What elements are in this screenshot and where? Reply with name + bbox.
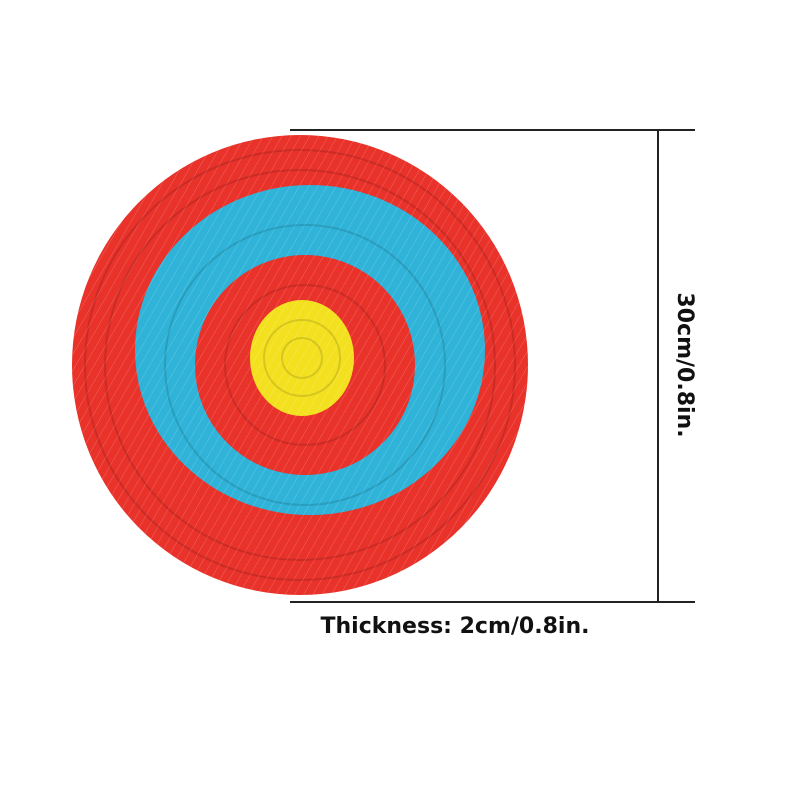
target [72,135,528,595]
thickness-label: Thickness: 2cm/0.8in. [321,614,590,639]
dimension-label: 30cm/0.8in. [672,292,697,437]
dimension-lines [290,129,695,603]
